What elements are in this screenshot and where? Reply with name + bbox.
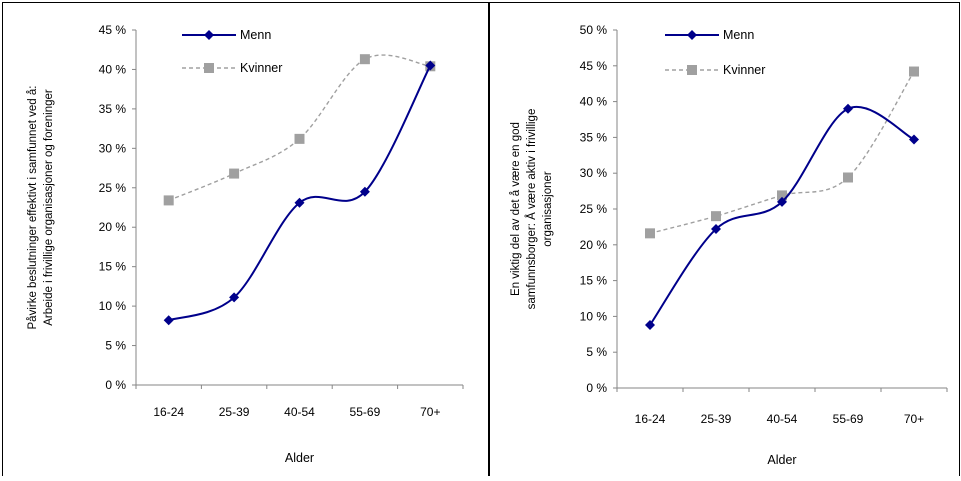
y-axis-title-line: Påvirke beslutninger effektivt i samfunn… (27, 86, 39, 330)
y-tick-label: 40 % (99, 62, 127, 76)
data-point-kvinner (843, 172, 853, 183)
chart-panel-2: 0 % 5 % 10 % 15 % 20 % 25 % 30 % 35 % 40 % 45 % 50… (489, 2, 960, 477)
x-axis-title: Alder (285, 451, 314, 465)
data-point-menn (645, 319, 655, 330)
data-point-kvinner (645, 228, 655, 239)
legend-marker-menn (687, 30, 697, 40)
legend-label-kvinner: Kvinner (723, 63, 765, 77)
data-point-menn (843, 103, 853, 114)
x-tick-label: 25-39 (701, 412, 732, 426)
data-point-menn (359, 186, 370, 197)
series-kvinner (163, 54, 436, 206)
x-tick-label: 16-24 (635, 412, 666, 426)
y-tick-label: 30 % (580, 166, 608, 180)
y-tick-label: 45 % (580, 59, 608, 73)
data-point-kvinner (229, 168, 240, 179)
series-kvinner (645, 66, 919, 239)
y-tick-label: 25 % (580, 202, 608, 216)
legend-marker-menn (204, 30, 214, 40)
legend-marker-kvinner (204, 63, 214, 73)
series-line-kvinner (168, 54, 431, 202)
y-tick-label: 30 % (99, 141, 127, 155)
y-tick-label: 20 % (580, 238, 608, 252)
data-point-kvinner (777, 190, 787, 201)
series-menn (645, 103, 919, 330)
data-point-menn (777, 196, 787, 207)
data-point-kvinner (163, 195, 174, 206)
y-tick-label: 25 % (99, 181, 127, 195)
series-line-menn (649, 105, 915, 326)
data-point-kvinner (909, 66, 919, 77)
y-tick-label: 35 % (99, 102, 127, 116)
x-tick-label: 55-69 (833, 412, 864, 426)
series-menn (163, 60, 436, 326)
data-point-menn (294, 197, 305, 208)
chart-panel-1: 0 % 5 % 10 % 15 % 20 % 25 % 30 % 35 % 40 % 45 % 16… (2, 2, 489, 477)
x-tick-label: 70+ (420, 405, 440, 419)
data-point-kvinner (359, 54, 370, 65)
y-tick-label: 45 % (99, 23, 127, 37)
legend: Menn Kvinner (182, 28, 282, 75)
x-tick-label: 70+ (904, 412, 924, 426)
data-point-kvinner (711, 211, 721, 222)
series-line-kvinner (649, 71, 915, 235)
y-tick-label: 50 % (580, 23, 608, 37)
legend: Menn Kvinner (665, 28, 765, 77)
y-tick-label: 10 % (580, 309, 608, 323)
legend-marker-kvinner (687, 65, 697, 75)
y-tick-label: 15 % (580, 274, 608, 288)
x-axis-title: Alder (767, 453, 796, 467)
y-tick-label: 20 % (99, 220, 127, 234)
series-line-menn (168, 65, 432, 322)
y-axis-title-line: organisasjoner (542, 171, 554, 247)
data-point-menn (909, 134, 919, 145)
y-tick-label: 5 % (105, 339, 126, 353)
data-point-menn (163, 315, 174, 326)
legend-label-menn: Menn (723, 28, 754, 42)
y-tick-label: 0 % (105, 378, 126, 392)
y-tick-label: 0 % (586, 381, 607, 395)
y-tick-label: 15 % (99, 260, 127, 274)
data-point-menn (425, 60, 436, 71)
x-tick-label: 16-24 (153, 405, 184, 419)
y-tick-label: 35 % (580, 130, 608, 144)
data-point-kvinner (294, 133, 305, 144)
y-axis-title-line: Arbeide i frivillige organisasjoner og f… (43, 89, 55, 326)
y-tick-label: 40 % (580, 95, 608, 109)
legend-label-menn: Menn (240, 28, 271, 42)
y-axis-title-line: samfunnsborger: Å være aktiv i frivillig… (525, 109, 538, 310)
x-tick-label: 40-54 (284, 405, 315, 419)
x-tick-label: 40-54 (767, 412, 798, 426)
data-point-menn (711, 224, 721, 235)
x-tick-label: 55-69 (350, 405, 381, 419)
y-tick-label: 5 % (586, 345, 607, 359)
data-point-menn (229, 292, 240, 303)
y-axis-title-line: En viktig del av det å være en god (510, 122, 522, 296)
y-tick-label: 10 % (99, 299, 127, 313)
x-tick-label: 25-39 (219, 405, 250, 419)
legend-label-kvinner: Kvinner (240, 61, 282, 75)
